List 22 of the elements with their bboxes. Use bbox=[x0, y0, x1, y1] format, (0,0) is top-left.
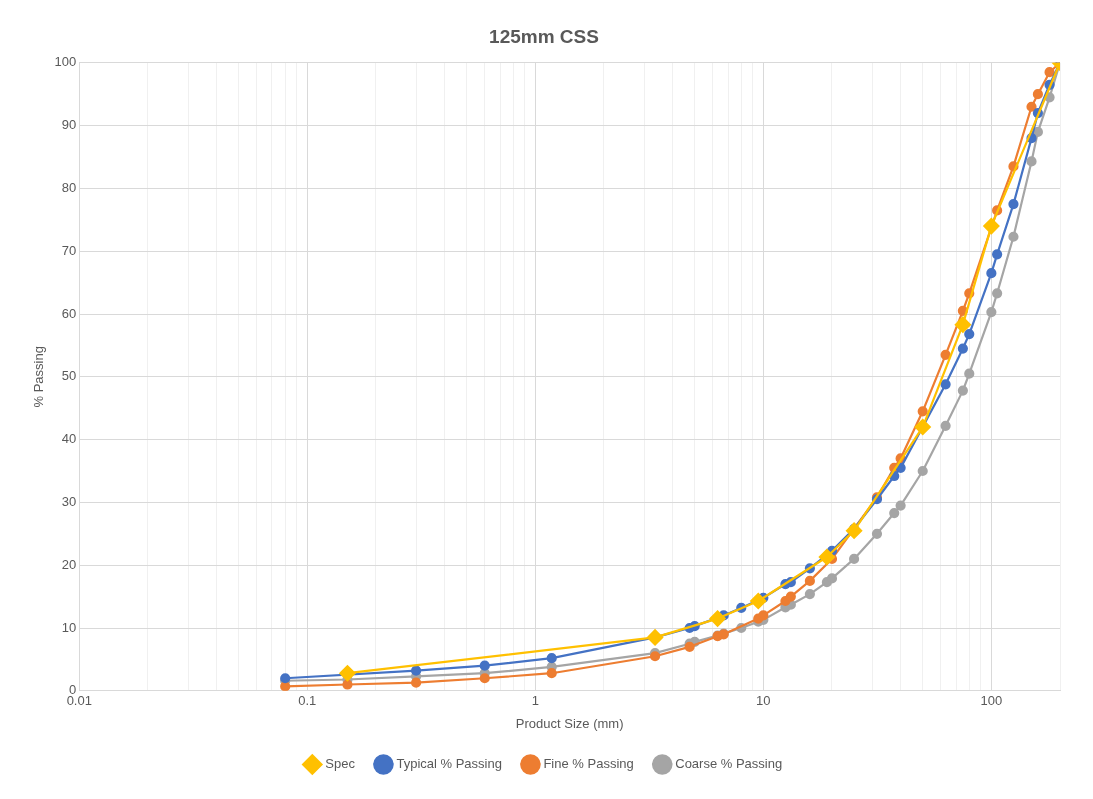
x-tick-label: 10 bbox=[756, 693, 771, 709]
y-tick-label: 10 bbox=[61, 619, 77, 635]
y-tick-label: 60 bbox=[61, 305, 77, 321]
y-tick-label: 20 bbox=[61, 556, 77, 572]
legend-label: Typical % Passing bbox=[396, 756, 502, 772]
y-tick-label: 100 bbox=[54, 54, 77, 70]
y-tick-label: 80 bbox=[61, 179, 77, 195]
x-tick-label: 0.01 bbox=[66, 693, 92, 709]
chart-title: 125mm CSS bbox=[489, 25, 599, 47]
x-tick-label: 1 bbox=[531, 693, 539, 709]
y-tick-label: 50 bbox=[61, 368, 77, 384]
legend-label: Coarse % Passing bbox=[675, 756, 783, 772]
y-axis-title: % Passing bbox=[31, 346, 47, 408]
legend-label: Spec bbox=[325, 756, 356, 772]
y-tick-label: 30 bbox=[61, 493, 77, 509]
legend-label: Fine % Passing bbox=[543, 756, 634, 772]
x-tick-label: 0.1 bbox=[298, 693, 317, 709]
y-tick-label: 90 bbox=[61, 117, 77, 133]
y-tick-label: 40 bbox=[61, 431, 77, 447]
y-tick-label: 70 bbox=[61, 242, 77, 258]
x-tick-label: 100 bbox=[980, 693, 1003, 709]
x-axis-title: Product Size (mm) bbox=[515, 715, 624, 731]
